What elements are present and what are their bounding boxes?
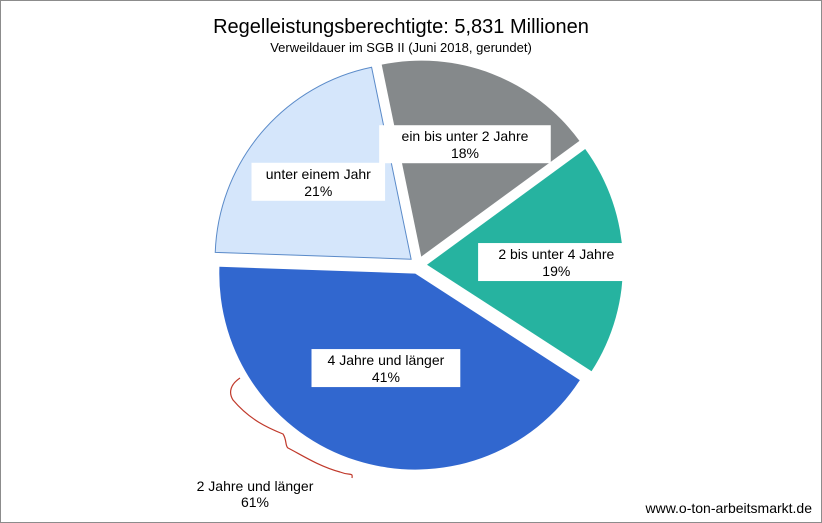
- slice-label-box: [379, 125, 551, 164]
- slice-label-box: [478, 243, 635, 282]
- slice-value-label: 18%: [451, 145, 479, 161]
- slice-category-label: unter einem Jahr: [266, 166, 371, 182]
- slice-value-label: 41%: [372, 369, 400, 385]
- watermark: www.o-ton-arbeitsmarkt.de: [645, 500, 812, 516]
- chart-subtitle: Verweildauer im SGB II (Juni 2018, gerun…: [270, 40, 532, 55]
- slice-label-box: [251, 162, 386, 201]
- slice-value-label: 21%: [304, 183, 332, 199]
- chart-title: Regelleistungsberechtigte: 5,831 Million…: [213, 16, 589, 38]
- bracket-annotation-line2: 61%: [240, 494, 270, 510]
- red-curly-bracket: [230, 377, 353, 479]
- slice-label-box: [311, 349, 461, 388]
- slice-category-label: 4 Jahre und länger: [328, 352, 445, 368]
- slice-value-label: 19%: [542, 263, 570, 279]
- slice-category-label: 2 bis unter 4 Jahre: [498, 246, 614, 262]
- slice-category-label: ein bis unter 2 Jahre: [402, 128, 529, 144]
- bracket-annotation-label: 2 Jahre und länger 61%: [160, 478, 350, 510]
- bracket-annotation-line1: 2 Jahre und länger: [196, 478, 314, 494]
